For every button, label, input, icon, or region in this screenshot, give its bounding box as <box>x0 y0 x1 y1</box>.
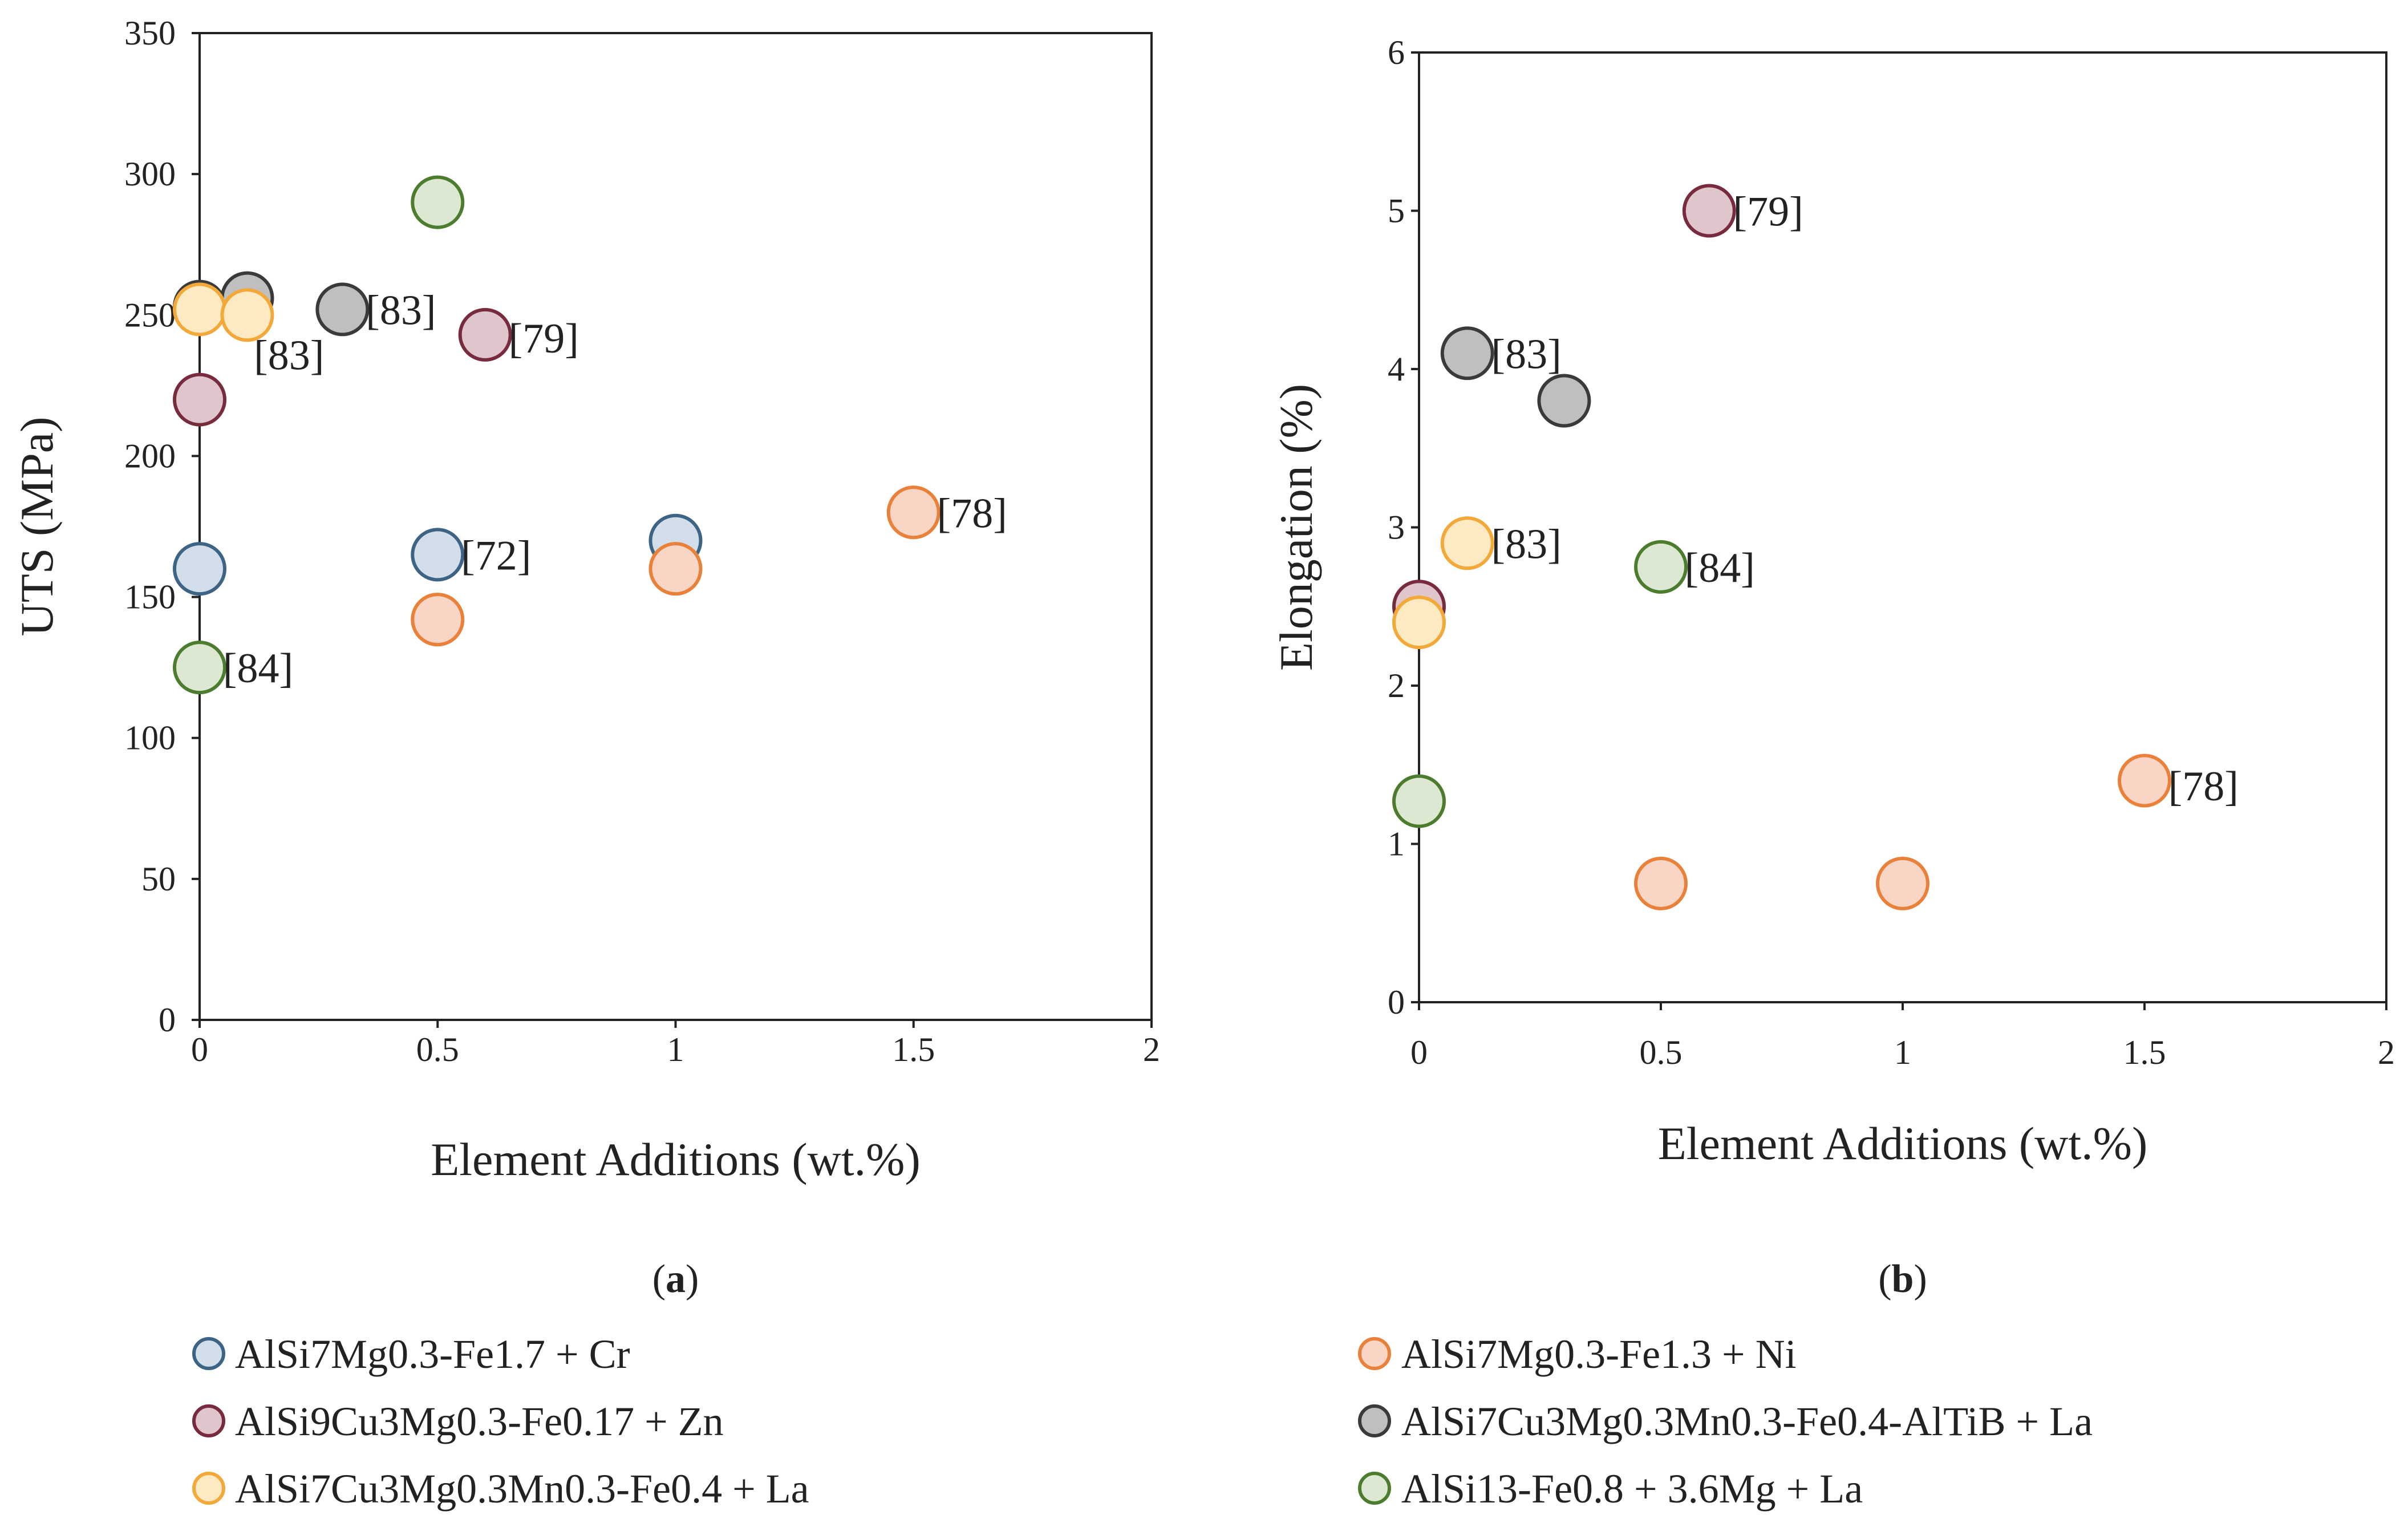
x-tick-label: 1.5 <box>2123 1034 2166 1071</box>
legend-label: AlSi7Mg0.3-Fe1.7 + Cr <box>235 1331 630 1377</box>
reference-label: [79] <box>509 315 579 362</box>
point-alsi7mg0-3-fe1-3-ni <box>1634 856 1688 910</box>
reference-label: [83] <box>1491 521 1561 568</box>
legend-marker-alsi7mg0-3-fe1-7-cr <box>192 1337 225 1370</box>
x-axis-title: Element Additions (wt.%) <box>1658 1117 2148 1169</box>
legend-label: AlSi9Cu3Mg0.3-Fe0.17 + Zn <box>235 1399 724 1444</box>
panel-label: (b) <box>1878 1257 1927 1301</box>
x-tick-label: 2 <box>1143 1031 1160 1068</box>
reference-label: [78] <box>2168 763 2239 810</box>
x-tick-label: 1 <box>667 1031 684 1068</box>
legend-label: AlSi13-Fe0.8 + 3.6Mg + La <box>1401 1466 1863 1512</box>
legend: AlSi7Mg0.3-Fe1.7 + Cr AlSi9Cu3Mg0.3-Fe0.1… <box>192 1331 2093 1512</box>
y-tick-label: 0 <box>1388 983 1405 1021</box>
panel-label-close: ) <box>686 1257 699 1301</box>
point-alsi13-fe0-8-3-6mg-la <box>1634 540 1688 594</box>
panel-label: (a) <box>652 1257 699 1301</box>
point-alsi7cu3mg0-3mn0-3-fe0-4-altib-la <box>1537 374 1591 428</box>
x-tick-label: 0 <box>1410 1034 1428 1071</box>
y-tick-label: 6 <box>1388 34 1405 71</box>
point-alsi7cu3mg0-3mn0-3-fe0-4-la <box>1440 516 1494 570</box>
point-alsi13-fe0-8-3-6mg-la <box>411 175 465 229</box>
reference-label: [78] <box>937 490 1007 537</box>
legend-label: AlSi7Mg0.3-Fe1.3 + Ni <box>1401 1331 1797 1377</box>
reference-label: [84] <box>1685 545 1755 592</box>
point-alsi7cu3mg0-3mn0-3-fe0-4-la <box>220 288 274 342</box>
y-tick-label: 300 <box>124 155 176 193</box>
point-alsi9cu3mg0-3-fe0-17-zn <box>1682 184 1736 238</box>
x-tick-label: 0 <box>191 1031 208 1068</box>
point-alsi13-fe0-8-3-6mg-la <box>173 641 226 695</box>
x-tick-label: 1 <box>1894 1034 1911 1071</box>
reference-label: [72] <box>461 532 531 579</box>
y-axis-title: Elongation (%) <box>1270 384 1322 671</box>
point-alsi9cu3mg0-3-fe0-17-zn <box>173 372 226 427</box>
y-axis-title: UTS (MPa) <box>11 417 63 637</box>
point-alsi9cu3mg0-3-fe0-17-zn <box>458 307 512 362</box>
panel-label-open: ( <box>1878 1257 1891 1301</box>
x-tick-label: 0.5 <box>416 1031 459 1068</box>
legend-label: AlSi7Cu3Mg0.3Mn0.3-Fe0.4 + La <box>235 1466 809 1512</box>
y-tick-label: 2 <box>1388 667 1405 704</box>
y-tick-label: 0 <box>159 1001 176 1039</box>
y-tick-label: 50 <box>141 860 176 898</box>
x-tick-label: 1.5 <box>892 1031 935 1068</box>
legend-marker-alsi7mg0-3-fe1-3-ni <box>1358 1337 1391 1370</box>
x-axis-title: Element Additions (wt.%) <box>431 1133 921 1185</box>
reference-label: [84] <box>223 645 293 692</box>
point-alsi7mg0-3-fe1-3-ni <box>411 593 465 647</box>
point-alsi7cu3mg0-3mn0-3-fe0-4-altib-la <box>315 282 370 337</box>
legend-label: AlSi7Cu3Mg0.3Mn0.3-Fe0.4-AlTiB + La <box>1401 1399 2093 1444</box>
reference-label: [83] <box>254 332 324 379</box>
legend-marker-alsi7cu3mg0-3mn0-3-fe0-4-la <box>192 1472 225 1505</box>
legend-marker-alsi13-fe0-8-3-6mg-la <box>1358 1472 1391 1505</box>
panel-a-uts-chart: 0 50 100 150 200 250 300 350 0 0.5 1 1.5 2 Element Ad… <box>11 14 1160 1301</box>
reference-label: [79] <box>1733 189 1803 236</box>
y-tick-label: 350 <box>124 14 176 52</box>
panel-label-letter: a <box>666 1257 686 1301</box>
y-tick-label: 250 <box>124 296 176 334</box>
legend-marker-alsi9cu3mg0-3-fe0-17-zn <box>192 1404 225 1437</box>
point-alsi7cu3mg0-3mn0-3-fe0-4-altib-la <box>1440 326 1494 380</box>
point-alsi7mg0-3-fe1-3-ni <box>648 542 703 596</box>
y-tick-label: 1 <box>1388 825 1405 863</box>
y-tick-label: 100 <box>124 719 176 757</box>
y-tick-label: 200 <box>124 437 176 475</box>
point-alsi7cu3mg0-3mn0-3-fe0-4-la <box>1392 596 1446 649</box>
point-alsi7mg0-3-fe1-3-ni <box>1876 856 1929 910</box>
point-alsi7mg0-3-fe1-3-ni <box>886 485 941 540</box>
reference-label: [83] <box>1491 331 1561 378</box>
point-alsi7cu3mg0-3mn0-3-fe0-4-la <box>173 282 226 337</box>
y-tick-label: 3 <box>1388 509 1405 546</box>
legend-marker-alsi7cu3mg0-3mn0-3-fe0-4-altib-la <box>1358 1404 1391 1437</box>
panel-label-letter: b <box>1892 1257 1914 1301</box>
panel-label-close: ) <box>1914 1257 1927 1301</box>
point-alsi7mg0-3-fe1-7-cr <box>411 528 465 582</box>
panel-b-elongation-chart: 0 1 2 3 4 5 6 0 0.5 1 1.5 2 Element Additions (wt.%)… <box>1270 34 2395 1301</box>
y-tick-label: 150 <box>124 578 176 616</box>
point-alsi13-fe0-8-3-6mg-la <box>1392 774 1446 828</box>
x-tick-label: 0.5 <box>1640 1034 1683 1071</box>
y-tick-label: 4 <box>1388 350 1405 388</box>
y-tick-label: 5 <box>1388 192 1405 230</box>
x-tick-label: 2 <box>2378 1034 2395 1071</box>
point-alsi7mg0-3-fe1-7-cr <box>173 542 226 596</box>
panel-label-open: ( <box>652 1257 666 1301</box>
point-alsi7mg0-3-fe1-3-ni <box>2118 754 2171 808</box>
reference-label: [83] <box>366 287 436 334</box>
